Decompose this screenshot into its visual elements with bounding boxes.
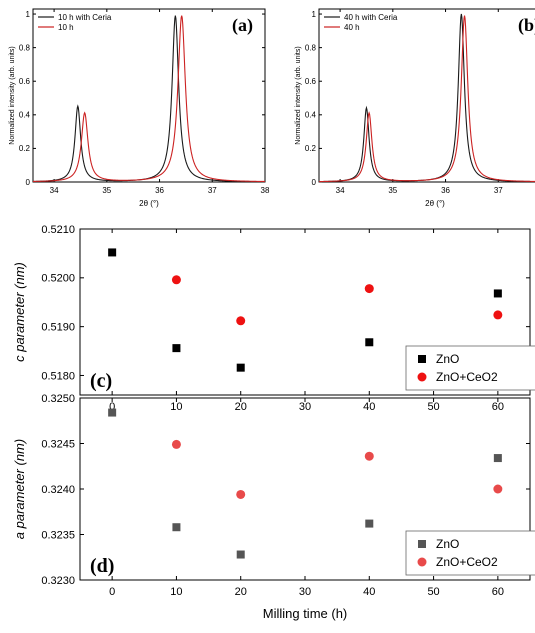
legend-label-0: 40 h with Ceria — [344, 13, 398, 22]
y-tick-label: 0.5180 — [41, 370, 75, 382]
y-tick-label: 0.3230 — [41, 575, 75, 587]
legend-box — [405, 345, 535, 391]
y-tick-label: 0.8 — [305, 43, 317, 52]
x-tick-label: 35 — [388, 186, 397, 195]
series-line-1 — [318, 15, 535, 183]
y-tick-label: 0.5190 — [41, 321, 75, 333]
plot-frame — [318, 8, 535, 183]
data-point-square — [493, 289, 502, 298]
x-axis-label: Milling time (h) — [263, 606, 348, 621]
y-tick-label: 0.2 — [305, 144, 317, 153]
x-tick-label: 0 — [109, 401, 115, 413]
data-point-circle — [236, 489, 246, 499]
y-tick-label: 0.3240 — [41, 484, 75, 496]
legend-label-1: ZnO+CeO2 — [436, 370, 498, 384]
x-tick-label: 10 — [170, 401, 182, 413]
chart-panel-a: 34 35 36 37 38 0 0.2 0.4 0.6 0.8 1 2θ (°) Normalized… — [9, 8, 270, 208]
legend-label-1: 10 h — [58, 23, 74, 32]
y-axis-label: Normalized intensity (arb. units) — [295, 46, 302, 144]
legend-box — [405, 530, 535, 576]
panel-label: (a) — [232, 15, 253, 36]
x-tick-label: 40 — [363, 586, 375, 598]
legend-label-0: ZnO — [436, 537, 459, 551]
x-tick-label: 37 — [494, 186, 503, 195]
y-axis-label: Normalized intensity (arb. units) — [9, 46, 16, 144]
y-tick-label: 0.6 — [305, 77, 317, 86]
x-tick-label: 30 — [299, 401, 311, 413]
chart-panel-d: 0 10 20 30 40 50 60 0.3230 0.3235 0.3240 0.3245 0.3… — [12, 393, 535, 621]
y-tick-label: 0.6 — [19, 77, 31, 86]
legend-label-1: ZnO+CeO2 — [436, 555, 498, 569]
data-point-square — [108, 408, 117, 417]
x-tick-label: 50 — [427, 586, 439, 598]
data-point-square — [365, 338, 374, 347]
x-tick-label: 35 — [102, 186, 111, 195]
data-point-circle — [364, 284, 374, 294]
data-point-circle — [493, 484, 503, 494]
data-point-square — [365, 519, 374, 528]
data-point-circle — [364, 451, 374, 461]
legend-marker-0 — [418, 355, 426, 363]
legend-marker-1 — [417, 557, 427, 567]
y-tick-label: 0.5200 — [41, 273, 75, 285]
data-point-circle — [171, 439, 181, 449]
y-tick-label: 0.5210 — [41, 224, 75, 236]
x-tick-label: 30 — [299, 586, 311, 598]
y-tick-label: 0.4 — [19, 111, 31, 120]
y-axis-label: c parameter (nm) — [12, 262, 27, 362]
panel-label: (b) — [518, 15, 535, 36]
x-tick-label: 50 — [427, 401, 439, 413]
data-point-square — [236, 550, 245, 559]
legend-label-0: 10 h with Ceria — [58, 13, 112, 22]
x-tick-label: 34 — [336, 186, 345, 195]
y-axis-label: a parameter (nm) — [12, 439, 27, 539]
data-point-circle — [236, 316, 246, 326]
x-tick-label: 34 — [50, 186, 59, 195]
x-axis-label: 2θ (°) — [139, 199, 159, 208]
panel-label: (c) — [90, 370, 112, 392]
legend-label-1: 40 h — [344, 23, 360, 32]
data-point-circle — [493, 310, 503, 320]
data-point-circle — [171, 275, 181, 285]
y-tick-label: 0.4 — [305, 111, 317, 120]
data-point-square — [108, 248, 117, 257]
plot-frame — [32, 8, 266, 183]
y-tick-label: 0.2 — [19, 144, 31, 153]
chart-panel-c: 0 10 20 30 40 50 60 0.5180 0.5190 0.5200 0.5210 c p… — [12, 224, 535, 413]
x-tick-label: 10 — [170, 586, 182, 598]
legend-marker-0 — [418, 540, 426, 548]
x-axis-label: 2θ (°) — [425, 199, 445, 208]
x-tick-label: 60 — [492, 401, 504, 413]
y-tick-label: 0.3245 — [41, 438, 75, 450]
x-tick-label: 36 — [441, 186, 450, 195]
x-tick-label: 36 — [155, 186, 164, 195]
x-tick-label: 38 — [261, 186, 270, 195]
data-point-square — [236, 363, 245, 372]
y-tick-label: 0.3250 — [41, 393, 75, 405]
y-tick-label: 0 — [26, 178, 31, 187]
y-tick-label: 1 — [26, 10, 31, 19]
series-line-1 — [32, 15, 266, 183]
data-point-square — [172, 344, 181, 353]
y-tick-label: 1 — [312, 10, 317, 19]
x-tick-label: 20 — [235, 401, 247, 413]
legend-label-0: ZnO — [436, 352, 459, 366]
panel-label: (d) — [90, 555, 114, 577]
x-tick-label: 37 — [208, 186, 217, 195]
data-point-square — [172, 523, 181, 532]
y-tick-label: 0 — [312, 178, 317, 187]
series-line-0 — [32, 15, 265, 183]
y-tick-label: 0.8 — [19, 43, 31, 52]
data-point-square — [493, 454, 502, 463]
y-tick-label: 0.3235 — [41, 529, 75, 541]
series-line-0 — [318, 13, 535, 183]
x-tick-label: 0 — [109, 586, 115, 598]
x-tick-label: 40 — [363, 401, 375, 413]
x-tick-label: 20 — [235, 586, 247, 598]
legend-marker-1 — [417, 372, 427, 382]
x-tick-label: 60 — [492, 586, 504, 598]
